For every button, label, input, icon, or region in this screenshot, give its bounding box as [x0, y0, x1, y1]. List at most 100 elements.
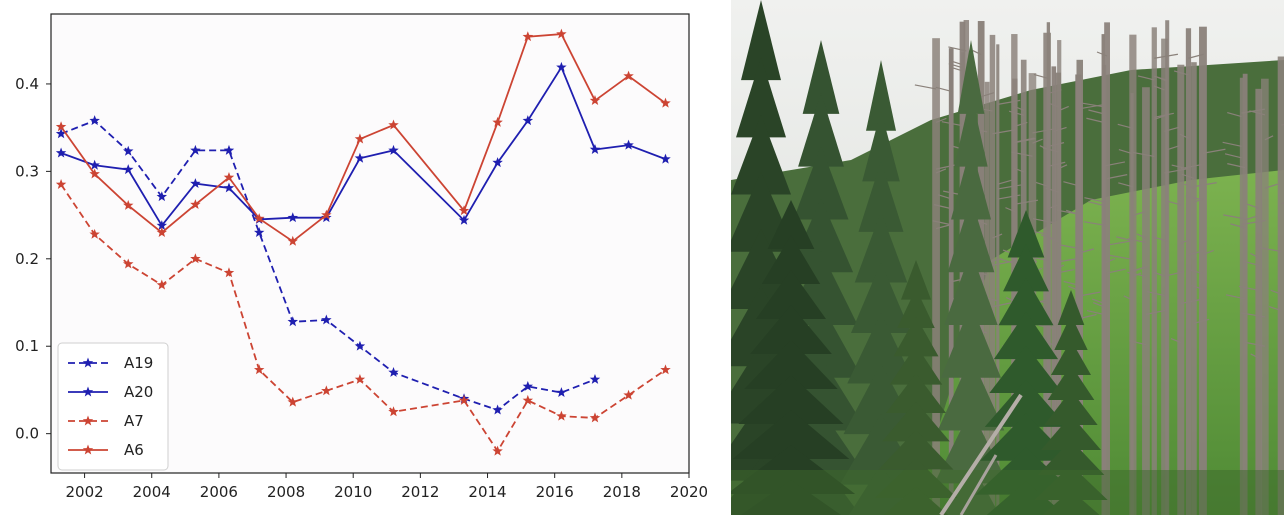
data-point — [522, 394, 534, 405]
data-point — [89, 168, 100, 179]
data-point — [354, 152, 366, 163]
data-point — [89, 228, 100, 239]
spruce-layer — [1044, 390, 1098, 425]
spruce-layer — [954, 92, 988, 167]
forest-photo-image — [731, 0, 1284, 515]
dead-tree-trunk — [1165, 20, 1170, 515]
legend-entry: A19 — [68, 354, 153, 372]
dead-branch — [1250, 353, 1260, 359]
legend: A19 A20 A7 A6 — [57, 342, 169, 471]
dead-branch — [935, 168, 947, 174]
dead-branch — [1086, 117, 1104, 123]
spruce-layer — [1041, 415, 1101, 450]
legend-label: A6 — [124, 441, 144, 459]
y-tick-label: 0.4 — [15, 75, 39, 93]
spruce-layer — [736, 57, 786, 138]
y-tick-label: 0.3 — [15, 162, 39, 180]
series-line — [60, 65, 666, 228]
dead-branch — [914, 84, 937, 90]
dead-branch — [1180, 163, 1202, 170]
spruce-layer — [843, 363, 919, 435]
data-point — [660, 364, 671, 375]
dead-branch — [1137, 75, 1155, 81]
spruce-layer — [901, 260, 931, 300]
dead-tree-trunk — [1151, 27, 1157, 515]
spruce-layer — [858, 161, 904, 232]
dead-branch — [1223, 214, 1246, 220]
line-chart: 2002 2004 2006 2008 2010 2012 2014 2016 2018 2020… — [15, 13, 708, 501]
series-layer — [55, 28, 671, 456]
data-point — [123, 164, 134, 175]
dead-tree-trunk — [1239, 77, 1244, 515]
data-point — [55, 147, 67, 158]
dead-branch — [1106, 240, 1131, 246]
dead-branch — [1040, 234, 1054, 240]
data-point — [354, 340, 366, 351]
dead-tree-trunk — [1051, 66, 1057, 515]
data-point — [223, 182, 235, 193]
dead-tree-trunk — [1255, 88, 1263, 515]
data-point — [123, 258, 134, 269]
dead-tree-trunk — [1191, 62, 1197, 515]
dead-branch — [948, 46, 967, 52]
dead-branch — [1264, 183, 1278, 189]
series-A6 — [55, 28, 671, 246]
dead-branch — [1188, 268, 1204, 275]
dead-tree-trunk — [1076, 59, 1084, 515]
dead-branch — [992, 129, 1016, 135]
spruce-layer — [1051, 340, 1091, 375]
dead-branch — [1063, 181, 1079, 187]
dead-branch — [1084, 197, 1104, 203]
x-tick-label: 2012 — [401, 483, 439, 501]
data-point — [556, 61, 567, 72]
dead-branch — [1270, 289, 1282, 295]
live-trees — [731, 0, 1284, 515]
dead-tree-trunk — [932, 38, 940, 515]
dead-branch — [1091, 298, 1104, 304]
axes-ticks: 2002 2004 2006 2008 2010 2012 2014 2016 2018 2020… — [15, 75, 708, 501]
dead-branch — [1079, 248, 1095, 254]
dead-branch — [1053, 268, 1075, 275]
dead-branch — [992, 260, 1013, 266]
spruce-layer — [957, 40, 985, 114]
dead-branch — [1079, 104, 1104, 110]
dead-branch — [1011, 151, 1033, 157]
data-point — [89, 115, 100, 126]
dead-branch — [1167, 145, 1180, 151]
series-A7 — [55, 178, 671, 456]
spruce-layer — [738, 375, 844, 424]
data-point — [156, 227, 168, 238]
x-tick-label: 2018 — [603, 483, 641, 501]
spruce-layer — [798, 92, 844, 167]
dead-tree-trunk — [1185, 28, 1192, 515]
spruce-layer — [937, 356, 1005, 431]
dead-branch — [1014, 121, 1028, 128]
dead-tree-trunk — [1101, 34, 1105, 515]
dead-tree-trunk — [1142, 87, 1150, 515]
spruce-layer — [1037, 440, 1105, 475]
data-point — [321, 314, 332, 325]
legend-marker — [82, 386, 94, 397]
data-point — [354, 373, 366, 384]
dead-branch — [1057, 164, 1068, 170]
spruce-layer — [951, 145, 991, 220]
legend-marker — [82, 444, 94, 455]
y-tick-label: 0.1 — [15, 337, 39, 355]
data-point — [388, 406, 399, 417]
dead-branch — [935, 117, 947, 123]
dead-branch — [1053, 126, 1067, 133]
data-point — [556, 28, 567, 39]
spruce-layer — [761, 235, 821, 284]
series-line — [60, 33, 667, 243]
dead-branch — [1157, 76, 1168, 82]
dead-branch — [1065, 209, 1079, 215]
legend-entry: A20 — [68, 383, 153, 401]
dead-branch — [1117, 123, 1134, 129]
data-point — [156, 220, 168, 231]
spruce-layer — [732, 410, 850, 459]
spruce-layer — [947, 198, 995, 273]
dead-branch — [1247, 203, 1259, 209]
dead-branch — [1058, 244, 1080, 250]
x-tick-label: 2016 — [536, 483, 574, 501]
dead-branch — [1222, 141, 1242, 147]
